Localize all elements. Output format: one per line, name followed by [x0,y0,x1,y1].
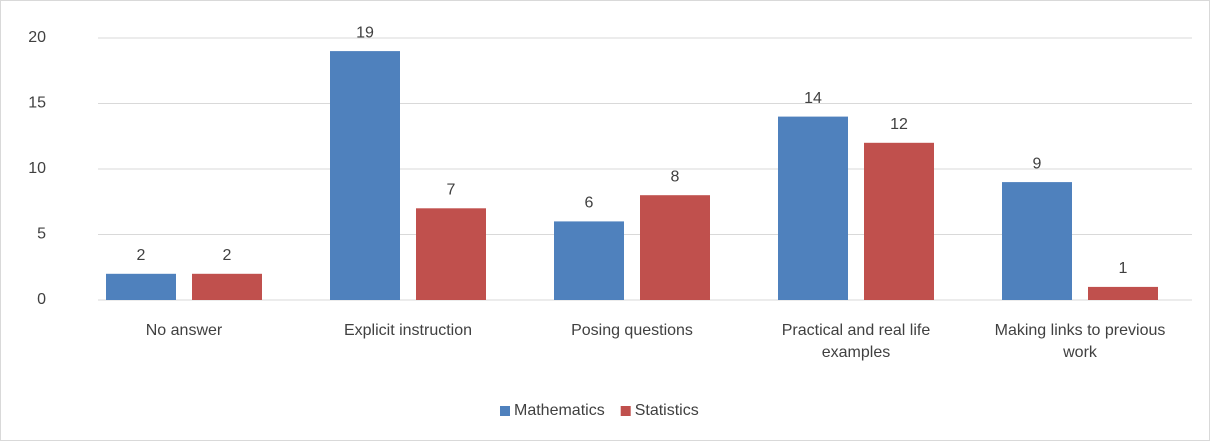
bar [554,221,624,300]
bar [106,273,176,300]
x-tick-label: Making links to previous work [994,322,1166,361]
x-tick-label: Practical and real life examples [781,322,931,361]
data-label: 1 [1119,260,1128,277]
data-label: 14 [804,90,822,107]
data-label: 9 [1033,155,1042,172]
x-tick-label: Explicit instruction [343,322,473,339]
data-label: 2 [137,247,146,264]
y-tick-label: 20 [28,29,46,46]
legend-label: Statistics [635,402,699,419]
bar [192,273,262,300]
x-tick-label: Posing questions [571,322,693,339]
bar [1002,182,1072,300]
x-tick-label: No answer [145,322,223,339]
legend-swatch [620,406,631,416]
bar [330,51,400,300]
data-label: 8 [671,168,680,185]
bar [864,142,934,300]
data-label: 2 [223,247,232,264]
bar [640,195,710,300]
legend-swatch [500,406,510,416]
y-tick-label: 5 [37,226,46,243]
data-label: 12 [890,116,908,133]
bar [416,208,486,300]
data-label: 19 [356,24,374,41]
bar [778,116,848,300]
y-tick-label: 10 [28,160,46,177]
data-label: 6 [585,195,594,212]
data-label: 7 [447,182,456,199]
y-tick-label: 0 [37,291,46,308]
legend-label: Mathematics [514,402,605,419]
y-tick-label: 15 [28,95,46,112]
bar [1088,286,1158,300]
